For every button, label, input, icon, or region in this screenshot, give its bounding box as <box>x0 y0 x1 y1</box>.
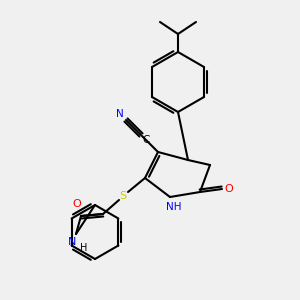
Text: O: O <box>225 184 233 194</box>
Text: S: S <box>119 191 127 201</box>
Text: N: N <box>116 109 124 119</box>
Text: C: C <box>142 135 150 145</box>
Text: NH: NH <box>166 202 182 212</box>
Text: N: N <box>68 237 76 247</box>
Text: O: O <box>73 199 81 209</box>
Text: H: H <box>80 243 88 253</box>
